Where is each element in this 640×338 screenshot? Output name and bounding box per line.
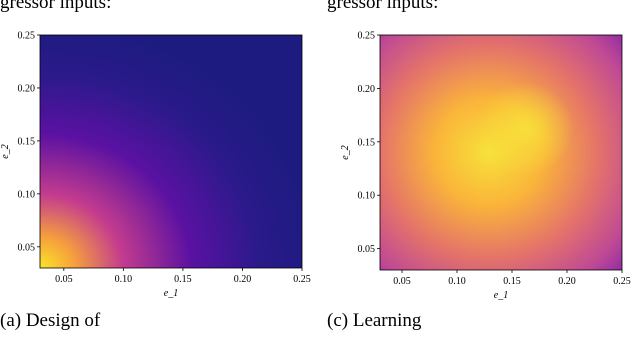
y-tick-label: 0.15 <box>358 137 376 148</box>
y-tick-label: 0.05 <box>358 244 376 255</box>
top-text: gressor inputs: <box>0 0 111 13</box>
y-axis-label: e_2 <box>0 144 11 158</box>
x-tick-label: 0.10 <box>448 276 466 287</box>
caption: (a) Design of <box>0 310 101 331</box>
contour-field <box>40 35 302 268</box>
x-tick-label: 0.25 <box>293 274 311 285</box>
y-axis-label: e_2 <box>340 145 351 159</box>
contour-field <box>380 35 622 270</box>
x-axis-label: e_1 <box>494 290 508 301</box>
y-tick-label: 0.05 <box>18 242 36 253</box>
x-tick-label: 0.05 <box>393 276 411 287</box>
y-tick-label: 0.20 <box>18 83 36 94</box>
y-tick-label: 0.15 <box>18 136 36 147</box>
x-tick-label: 0.20 <box>558 276 576 287</box>
y-tick-label: 0.20 <box>358 84 376 95</box>
y-tick-label: 0.25 <box>358 31 376 42</box>
x-tick-label: 0.20 <box>234 274 252 285</box>
plot-frame <box>39 34 303 269</box>
x-axis-label: e_1 <box>164 288 178 299</box>
top-text: gressor inputs: <box>327 0 438 13</box>
plot-frame <box>379 34 623 271</box>
x-tick-label: 0.25 <box>613 276 631 287</box>
x-tick-label: 0.10 <box>115 274 133 285</box>
caption: (c) Learning <box>327 310 422 331</box>
y-tick-label: 0.25 <box>18 31 36 42</box>
y-tick-label: 0.10 <box>358 191 376 202</box>
x-tick-label: 0.15 <box>174 274 192 285</box>
x-tick-label: 0.05 <box>55 274 73 285</box>
x-tick-label: 0.15 <box>503 276 521 287</box>
y-tick-label: 0.10 <box>18 189 36 200</box>
